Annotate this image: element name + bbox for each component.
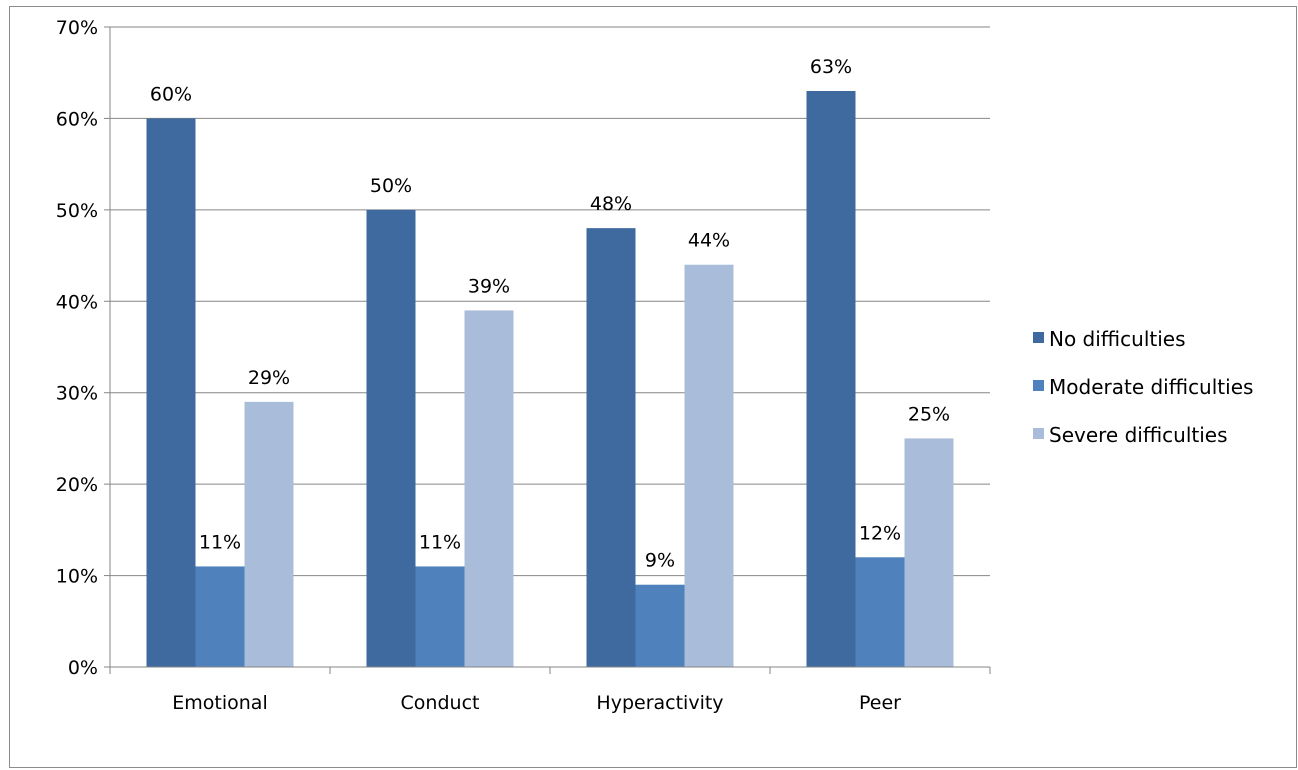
y-tick-label: 70% <box>56 17 98 39</box>
x-tick-label: Hyperactivity <box>596 692 723 714</box>
x-tick-label: Emotional <box>172 692 267 714</box>
data-label: 11% <box>199 531 241 553</box>
bar <box>806 91 856 667</box>
y-axis: 0% 10% 20% 30% 40% 50% 60% 70% <box>56 17 111 679</box>
y-tick-label: 40% <box>56 291 98 313</box>
data-label: 39% <box>468 275 510 297</box>
bar <box>244 401 294 667</box>
data-label: 9% <box>645 550 675 572</box>
legend-swatch <box>1033 380 1044 391</box>
data-label: 12% <box>859 522 901 544</box>
data-label: 44% <box>688 230 730 252</box>
y-tick-label: 10% <box>56 566 98 588</box>
bars <box>146 91 954 667</box>
chart-frame <box>9 6 1297 768</box>
data-label: 60% <box>150 83 192 105</box>
bar <box>415 566 465 667</box>
legend: No difficulties Moderate difficulties Seve… <box>1033 327 1253 447</box>
legend-label: Moderate difficulties <box>1049 375 1253 399</box>
bar <box>855 557 905 667</box>
x-axis: Emotional Conduct Hyperactivity Peer <box>109 666 991 714</box>
bar <box>146 118 196 667</box>
data-labels: 60% 11% 29% 50% 11% 39% 48% 9% 44% 63% 12% 25% <box>150 56 950 572</box>
x-tick-label: Conduct <box>401 692 480 714</box>
gridlines <box>110 26 990 577</box>
data-label: 29% <box>248 367 290 389</box>
y-tick-label: 0% <box>68 657 98 679</box>
legend-swatch <box>1033 428 1044 439</box>
data-label: 50% <box>370 175 412 197</box>
y-tick-label: 60% <box>56 108 98 130</box>
data-label: 11% <box>419 531 461 553</box>
data-label: 25% <box>908 403 950 425</box>
data-label: 63% <box>810 56 852 78</box>
bar <box>464 310 514 667</box>
y-tick-label: 50% <box>56 200 98 222</box>
x-tick-label: Peer <box>859 692 901 714</box>
bar <box>586 228 636 667</box>
legend-label: Severe difficulties <box>1049 423 1228 447</box>
y-tick-label: 30% <box>56 383 98 405</box>
bar <box>366 209 416 667</box>
bar <box>684 264 734 667</box>
legend-swatch <box>1033 332 1044 343</box>
bar <box>195 566 245 667</box>
data-label: 48% <box>590 193 632 215</box>
legend-label: No difficulties <box>1049 327 1186 351</box>
bar <box>635 584 685 667</box>
bar <box>904 438 954 667</box>
y-tick-label: 20% <box>56 474 98 496</box>
